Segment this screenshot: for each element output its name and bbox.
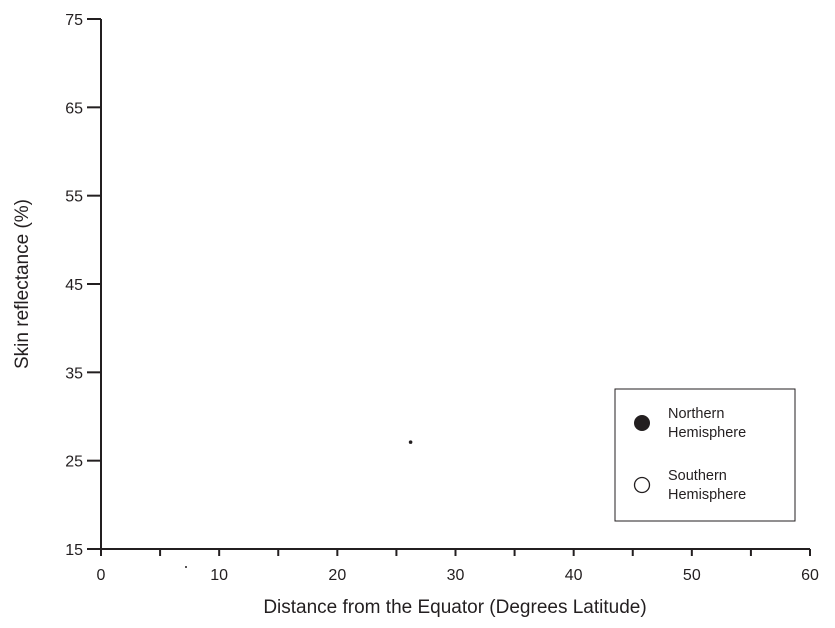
legend-label-southern-line1: Southern bbox=[668, 468, 727, 484]
y-tick-label: 45 bbox=[65, 277, 83, 294]
legend-marker-southern bbox=[633, 476, 651, 494]
y-tick-label: 25 bbox=[65, 454, 83, 471]
y-tick-label: 15 bbox=[65, 542, 83, 559]
y-ticks: 15 25 35 45 55 65 75 bbox=[65, 12, 101, 559]
y-tick-label: 65 bbox=[65, 100, 83, 117]
x-ticks: 0 10 20 30 40 50 60 bbox=[97, 549, 819, 584]
y-axis-title: Skin reflectance (%) bbox=[12, 199, 33, 369]
x-tick-label: 20 bbox=[328, 567, 346, 584]
stray-dot bbox=[185, 566, 187, 568]
data-point-northern bbox=[408, 440, 413, 444]
x-tick-label: 60 bbox=[801, 567, 819, 584]
legend-label-northern-line2: Hemisphere bbox=[668, 425, 746, 441]
legend-box bbox=[614, 388, 796, 522]
legend: Northern Hemisphere Southern Hemisphere bbox=[614, 388, 796, 522]
x-tick-label: 30 bbox=[447, 567, 465, 584]
x-tick-label: 50 bbox=[683, 567, 701, 584]
legend-label-northern-line1: Northern bbox=[668, 406, 724, 422]
plot-area: 0 10 20 30 40 50 60 15 25 35 45 55 65 75 bbox=[65, 12, 819, 584]
x-tick-label: 40 bbox=[565, 567, 583, 584]
x-tick-label: 0 bbox=[97, 567, 106, 584]
data-points bbox=[408, 440, 413, 444]
x-axis-title: Distance from the Equator (Degrees Latit… bbox=[263, 597, 646, 618]
x-tick-label: 10 bbox=[210, 567, 228, 584]
y-tick-label: 35 bbox=[65, 365, 83, 382]
legend-label-southern-line2: Hemisphere bbox=[668, 487, 746, 503]
y-tick-label: 55 bbox=[65, 189, 83, 206]
legend-marker-northern bbox=[634, 415, 650, 431]
y-tick-label: 75 bbox=[65, 12, 83, 29]
